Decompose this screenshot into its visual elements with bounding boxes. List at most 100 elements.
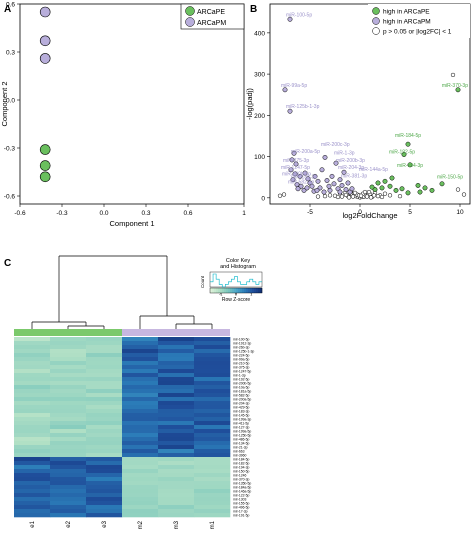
color-key-swatch (220, 288, 223, 293)
pca-y-tick-label: 0.0 (6, 98, 15, 105)
volcano-point-ns (277, 193, 283, 198)
heatmap-cell (14, 501, 51, 506)
color-key-histogram (209, 271, 263, 288)
heatmap-cell (122, 401, 159, 406)
heatmap-cell (86, 513, 123, 518)
heatmap-cell (158, 493, 195, 498)
volcano-point-arcape (415, 182, 421, 188)
heatmap-column-label: m2 (138, 520, 144, 529)
heatmap-cell (122, 449, 159, 454)
heatmap-cell (86, 485, 123, 490)
color-key-swatch (260, 288, 263, 293)
heatmap-row-label: mir-184a-5p (233, 485, 251, 489)
heatmap-cell (14, 341, 51, 346)
color-key-swatch (240, 288, 243, 293)
heatmap-cell (14, 453, 51, 458)
heatmap-cell (14, 337, 51, 342)
volcano-point-arcape (393, 187, 399, 193)
heatmap-cell (158, 401, 195, 406)
heatmap-cell (122, 501, 159, 506)
heatmap-cell (194, 401, 231, 406)
heatmap-cell (122, 417, 159, 422)
volcano-point-arcapm (315, 178, 321, 184)
volcano-point-ns (343, 192, 349, 198)
heatmap-cell (122, 481, 159, 486)
heatmap-cell (194, 381, 231, 386)
heatmap-row-label: mir-125b-1-3p (233, 349, 254, 353)
volcano-point-arcape (379, 185, 385, 191)
heatmap-cell (194, 341, 231, 346)
heatmap-cell (158, 465, 195, 470)
volcano-point-arcapm (319, 167, 325, 173)
heatmap-row-label: mir-150-5p (233, 469, 250, 473)
heatmap-cell (50, 505, 87, 510)
heatmap-cell (194, 385, 231, 390)
pca-y-ticks: 0.6 0.3 0.0 -0.3 -0.6 (4, 2, 20, 201)
heatmap-cell (158, 437, 195, 442)
pca-point-arcapm (39, 35, 51, 47)
heatmap-cell (158, 417, 195, 422)
heatmap-cell (122, 369, 159, 374)
heatmap-cell (194, 493, 231, 498)
heatmap-cell (14, 473, 51, 478)
color-key-swatch (212, 288, 215, 293)
volcano-legend-swatch-ns (372, 27, 380, 35)
heatmap-cell (122, 437, 159, 442)
heatmap-row-label: mir-125b-5p (233, 433, 251, 437)
volcano-gene-label: miR-582-5p (288, 180, 314, 186)
heatmap-cell (14, 461, 51, 466)
volcano-point-arcape (439, 181, 445, 187)
heatmap-cell (50, 409, 87, 414)
heatmap-row-label: mir-122-5p (233, 493, 250, 497)
volcano-point-ns (455, 187, 461, 192)
heatmap-cell (14, 449, 51, 454)
volcano-points (277, 16, 467, 200)
pca-y-tick-label: 0.6 (6, 2, 15, 9)
heatmap-cell (86, 389, 123, 394)
volcano-point-arcapm (321, 189, 327, 195)
volcano-point-arcape (422, 185, 428, 191)
heatmap-cell (86, 457, 123, 462)
heatmap-cell (122, 393, 159, 398)
heatmap-cell (194, 377, 231, 382)
volcano-point-arcapm (288, 167, 294, 173)
heatmap-cell (122, 373, 159, 378)
heatmap-cell (122, 353, 159, 358)
heatmap-cell (158, 397, 195, 402)
heatmap-cell (86, 497, 123, 502)
volcano-point-arcapm (327, 187, 333, 193)
heatmap-cell (86, 461, 123, 466)
volcano-legend-label-ns: p > 0.05 or |log2FC| < 1 (383, 29, 452, 36)
heatmap-cell (14, 465, 51, 470)
heatmap-cell (50, 485, 87, 490)
volcano-point-ns (339, 194, 345, 199)
volcano-point-arcape (417, 189, 423, 195)
color-key-swatch (250, 288, 253, 293)
volcano-point-ns (364, 194, 370, 199)
heatmap-cell (14, 385, 51, 390)
color-key-swatch (244, 288, 247, 293)
heatmap-cell (50, 377, 87, 382)
volcano-gene-label: miR-370-3p (442, 83, 468, 89)
heatmap-cell (14, 381, 51, 386)
heatmap-cell (122, 365, 159, 370)
color-key-tick-label: -1 (219, 292, 223, 297)
heatmap-cell (86, 405, 123, 410)
heatmap-cell (50, 445, 87, 450)
heatmap-cell (158, 441, 195, 446)
heatmap-cell (86, 353, 123, 358)
volcano-gene-label: miR-381-3p (341, 173, 367, 179)
color-key-tick-label: 0 (235, 292, 238, 297)
heatmap-cell (50, 465, 87, 470)
heatmap-cell (194, 389, 231, 394)
volcano-point-ns (366, 189, 372, 195)
panel-label-b: B (250, 4, 257, 15)
pca-scatter-panel: 0.6 0.3 0.0 -0.3 -0.6 -0.6 -0.3 0.0 0.3 0.6 1 Com… (0, 2, 246, 229)
heatmap-cell (158, 361, 195, 366)
heatmap-cell (50, 397, 87, 402)
color-key-swatch (216, 288, 219, 293)
heatmap-cell (86, 445, 123, 450)
heatmap-cell (14, 493, 51, 498)
pca-point-arcapm (39, 53, 51, 64)
heatmap-cell (14, 421, 51, 426)
